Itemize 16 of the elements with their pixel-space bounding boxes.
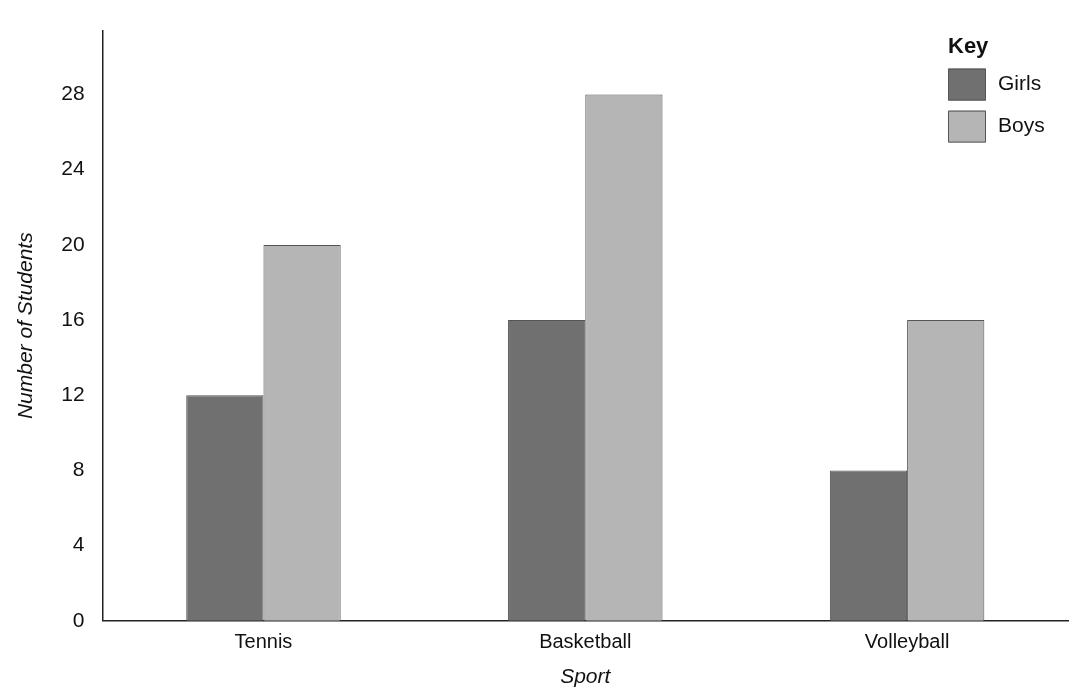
y-tick-label: 8 <box>72 457 85 481</box>
x-tick-label: Tennis <box>234 630 293 653</box>
x-tick-label: Basketball <box>539 630 632 653</box>
legend-label: Boys <box>998 113 1045 137</box>
y-tick-label: 12 <box>61 382 85 406</box>
x-axis-title: Sport <box>560 664 612 688</box>
legend-label: Girls <box>998 71 1042 95</box>
y-axis-title: Number of Students <box>13 231 37 420</box>
y-tick-label: 20 <box>61 231 85 255</box>
x-tick-label: Volleyball <box>864 630 950 653</box>
y-tick-label: 0 <box>72 607 85 631</box>
legend-title: Key <box>948 32 990 58</box>
y-tick-label: 24 <box>61 156 85 180</box>
y-tick-label: 16 <box>61 306 85 330</box>
y-tick-label: 28 <box>61 81 85 105</box>
y-tick-label: 4 <box>72 532 85 556</box>
